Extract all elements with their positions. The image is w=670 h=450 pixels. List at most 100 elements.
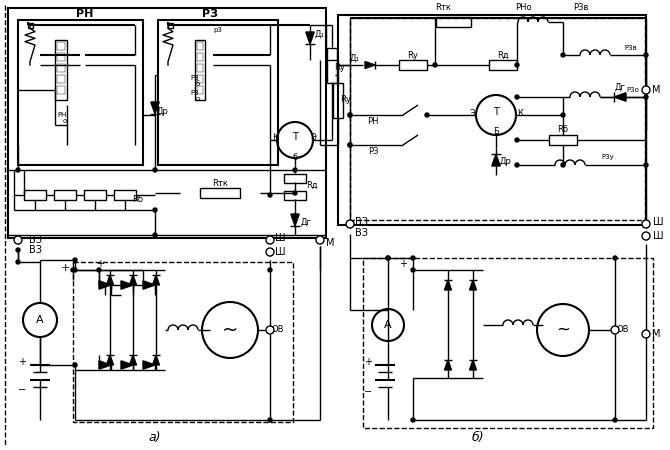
Circle shape: [411, 268, 415, 272]
Bar: [195, 40, 205, 100]
Text: Rб: Rб: [557, 126, 569, 135]
Polygon shape: [291, 214, 299, 226]
Circle shape: [97, 268, 101, 272]
Text: Rб: Rб: [133, 195, 143, 204]
Text: Rу: Rу: [334, 63, 346, 72]
Bar: [399, 60, 427, 70]
Polygon shape: [151, 102, 159, 114]
Circle shape: [644, 53, 648, 57]
Text: ВЗ: ВЗ: [29, 245, 42, 255]
Bar: [54, 190, 76, 200]
Text: А: А: [36, 315, 44, 325]
Bar: [489, 60, 517, 70]
Circle shape: [642, 86, 650, 94]
Circle shape: [411, 256, 415, 260]
Text: а): а): [149, 432, 161, 445]
Text: М: М: [652, 329, 660, 339]
Text: ОВ: ОВ: [617, 325, 629, 334]
Text: РЗ: РЗ: [202, 9, 218, 19]
Circle shape: [642, 330, 650, 338]
Polygon shape: [153, 275, 159, 285]
Circle shape: [515, 163, 519, 167]
Circle shape: [411, 418, 415, 422]
Polygon shape: [614, 93, 626, 101]
Polygon shape: [129, 355, 137, 365]
Text: Р3: Р3: [191, 75, 199, 81]
Bar: [18, 20, 143, 165]
Text: T: T: [292, 132, 298, 142]
Circle shape: [16, 168, 20, 172]
Text: Д₁: Д₁: [315, 30, 325, 39]
Polygon shape: [121, 361, 133, 369]
Circle shape: [642, 220, 650, 228]
Bar: [197, 53, 203, 61]
Text: ВЗ: ВЗ: [356, 217, 369, 227]
Text: ВЗ: ВЗ: [29, 235, 42, 245]
Text: М: М: [326, 238, 334, 248]
Polygon shape: [444, 280, 452, 290]
Text: Rд: Rд: [306, 180, 318, 189]
Text: T: T: [493, 107, 499, 117]
Circle shape: [14, 236, 22, 244]
Text: б): б): [472, 432, 484, 445]
Circle shape: [515, 63, 519, 67]
Text: Э: Э: [469, 108, 475, 117]
Circle shape: [153, 208, 157, 212]
Circle shape: [386, 256, 390, 260]
Circle shape: [561, 113, 565, 117]
Text: Rд: Rд: [497, 50, 509, 59]
Text: Rу: Rу: [407, 50, 419, 59]
Text: К: К: [272, 134, 278, 143]
Text: +: +: [18, 357, 26, 367]
Circle shape: [73, 268, 77, 272]
Polygon shape: [99, 361, 111, 369]
Bar: [197, 42, 203, 50]
Polygon shape: [107, 355, 113, 365]
Bar: [8, 8, 326, 238]
Bar: [158, 20, 278, 165]
Bar: [363, 258, 653, 428]
Polygon shape: [444, 360, 452, 370]
Bar: [197, 75, 203, 83]
Circle shape: [433, 63, 437, 67]
Text: РНо: РНо: [515, 4, 531, 13]
Polygon shape: [107, 275, 113, 285]
Text: Д₁: Д₁: [350, 54, 360, 63]
Circle shape: [611, 326, 619, 334]
Text: М: М: [652, 85, 660, 95]
Circle shape: [561, 163, 565, 167]
Text: о: о: [196, 96, 200, 102]
Text: Дг: Дг: [301, 217, 312, 226]
Text: −: −: [364, 387, 372, 397]
Circle shape: [16, 260, 20, 264]
Polygon shape: [492, 154, 500, 166]
Circle shape: [153, 233, 157, 237]
Circle shape: [266, 248, 274, 256]
Text: Э: Э: [310, 134, 316, 143]
Circle shape: [268, 268, 272, 272]
Polygon shape: [121, 281, 133, 289]
Circle shape: [644, 163, 648, 167]
Text: Ш: Ш: [653, 217, 663, 227]
Circle shape: [561, 53, 565, 57]
Text: +: +: [399, 259, 407, 269]
Text: Др: Др: [157, 107, 169, 116]
Circle shape: [16, 248, 20, 252]
Text: Б: Б: [493, 127, 499, 136]
Circle shape: [153, 168, 157, 172]
Bar: [84, 190, 106, 200]
Polygon shape: [153, 355, 159, 365]
Text: +: +: [96, 259, 104, 269]
Polygon shape: [143, 361, 155, 369]
Circle shape: [348, 113, 352, 117]
Text: РЗ: РЗ: [368, 148, 379, 157]
Text: А: А: [384, 320, 392, 330]
Bar: [57, 64, 65, 72]
Bar: [338, 15, 646, 225]
Bar: [197, 64, 203, 72]
Text: РН: РН: [76, 9, 94, 19]
Text: Р3в: Р3в: [624, 45, 637, 51]
Text: ОВ: ОВ: [272, 325, 284, 334]
Bar: [284, 190, 306, 199]
Circle shape: [316, 236, 324, 244]
